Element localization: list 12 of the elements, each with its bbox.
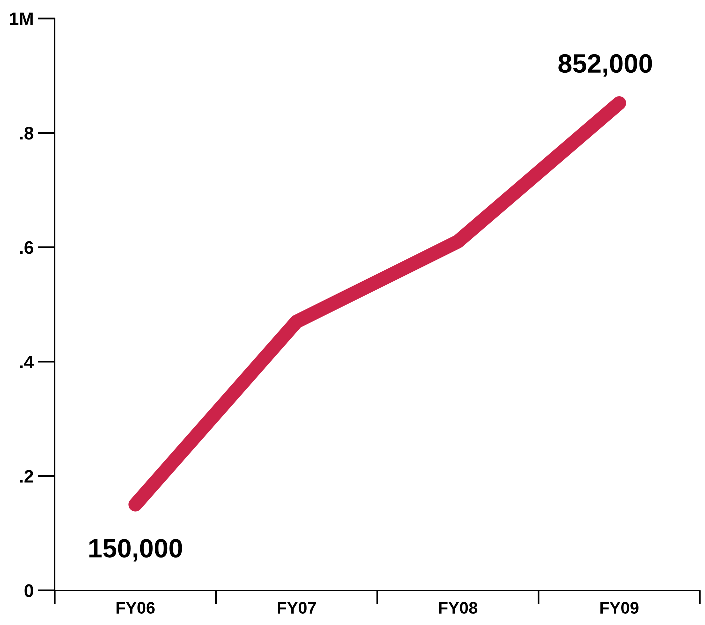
y-tick-label: .8 [20,127,34,140]
y-tick-label: .6 [20,241,34,254]
y-tick-label: 1M [10,12,33,26]
annotation: 150,000 [90,539,182,562]
x-tick-label: FY08 [439,602,478,614]
y-tick-label: 0 [24,584,34,598]
x-tick-label: FY09 [600,602,639,614]
y-tick-label: .4 [20,356,34,368]
y-tick-label: .2 [20,470,34,483]
x-tick-label: FY06 [116,602,155,614]
annotation: 852,000 [558,54,652,77]
x-tick-label: FY07 [278,602,316,614]
